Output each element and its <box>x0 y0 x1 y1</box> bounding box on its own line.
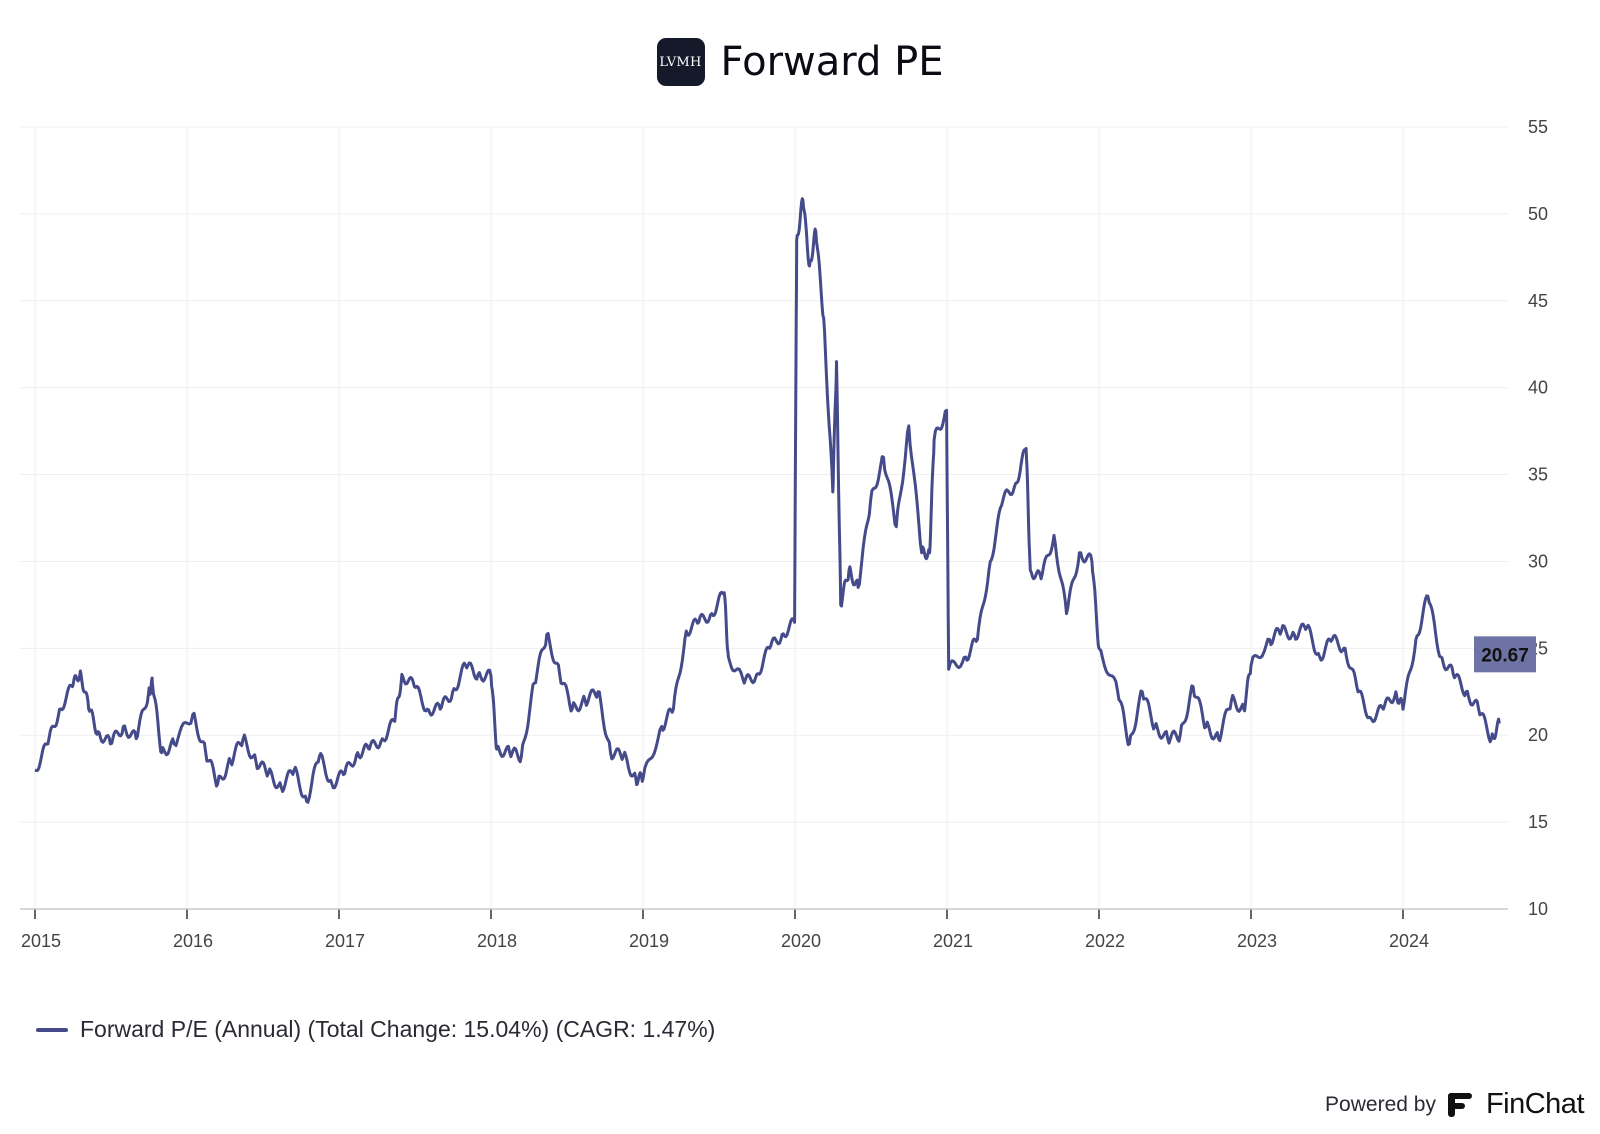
finchat-brand: FinChat <box>1485 1088 1585 1120</box>
x-tick-label: 2019 <box>629 931 669 951</box>
y-tick-label: 30 <box>1528 551 1548 571</box>
y-tick-label: 15 <box>1528 812 1548 832</box>
legend-swatch <box>36 1027 68 1032</box>
last-value-badge <box>1474 636 1536 673</box>
powered-by-label: Powered by <box>1325 1092 1436 1116</box>
y-tick-label: 10 <box>1528 899 1548 919</box>
x-tick-label: 2018 <box>477 931 517 951</box>
series-line <box>34 197 1501 804</box>
x-tick-label: 2017 <box>325 931 365 951</box>
x-tick-label: 2022 <box>1085 931 1125 951</box>
chart-title: Forward PE <box>720 39 944 85</box>
legend-label: Forward P/E (Annual) (Total Change: 15.0… <box>80 1016 716 1042</box>
y-tick-label: 35 <box>1528 465 1548 485</box>
x-tick-label: 2023 <box>1237 931 1277 951</box>
legend[interactable]: Forward P/E (Annual) (Total Change: 15.0… <box>36 1016 715 1043</box>
x-tick-label: 2016 <box>173 931 213 951</box>
x-tick-label: 2021 <box>933 931 973 951</box>
x-tick-label: 2024 <box>1389 931 1429 951</box>
lvmh-logo: LVMH <box>656 38 705 86</box>
y-tick-label: 45 <box>1528 291 1548 311</box>
x-tick-label: 2015 <box>21 931 61 951</box>
y-tick-label: 40 <box>1528 378 1548 398</box>
logo-text: LVMH <box>659 54 702 70</box>
last-value-label: 20.67 <box>1481 645 1529 666</box>
x-tick-label: 2020 <box>781 931 821 951</box>
chart-header: LVMH Forward PE <box>0 36 1600 88</box>
powered-by: Powered by FinChat <box>1325 1088 1584 1121</box>
finchat-logo-icon <box>1447 1092 1472 1117</box>
y-tick-label: 50 <box>1528 204 1548 224</box>
y-tick-label: 55 <box>1528 117 1548 137</box>
y-tick-label: 20 <box>1528 725 1548 745</box>
